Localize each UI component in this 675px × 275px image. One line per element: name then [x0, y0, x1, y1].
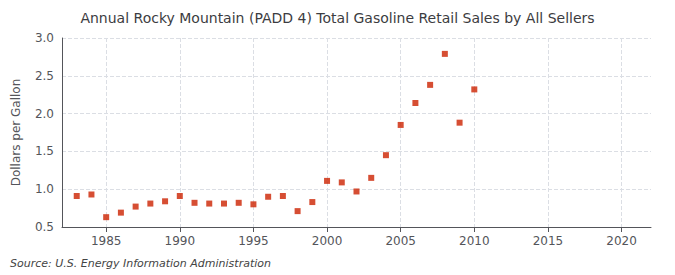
svg-text:1995: 1995 [238, 234, 269, 248]
svg-text:2015: 2015 [533, 234, 564, 248]
svg-text:2005: 2005 [385, 234, 416, 248]
svg-text:Dollars per Gallon: Dollars per Gallon [9, 79, 23, 187]
svg-text:2010: 2010 [459, 234, 490, 248]
svg-text:2000: 2000 [312, 234, 343, 248]
svg-text:2.0: 2.0 [35, 107, 54, 121]
svg-text:Source: U.S. Energy Informatio: Source: U.S. Energy Information Administ… [10, 257, 271, 270]
svg-text:1990: 1990 [165, 234, 196, 248]
svg-text:1.5: 1.5 [35, 144, 54, 158]
svg-text:0.5: 0.5 [35, 220, 54, 234]
svg-text:1.0: 1.0 [35, 182, 54, 196]
svg-text:1985: 1985 [91, 234, 122, 248]
svg-text:Annual Rocky Mountain (PADD 4): Annual Rocky Mountain (PADD 4) Total Gas… [80, 10, 594, 26]
svg-text:2020: 2020 [606, 234, 637, 248]
svg-text:3.0: 3.0 [35, 31, 54, 45]
svg-text:2.5: 2.5 [35, 69, 54, 83]
